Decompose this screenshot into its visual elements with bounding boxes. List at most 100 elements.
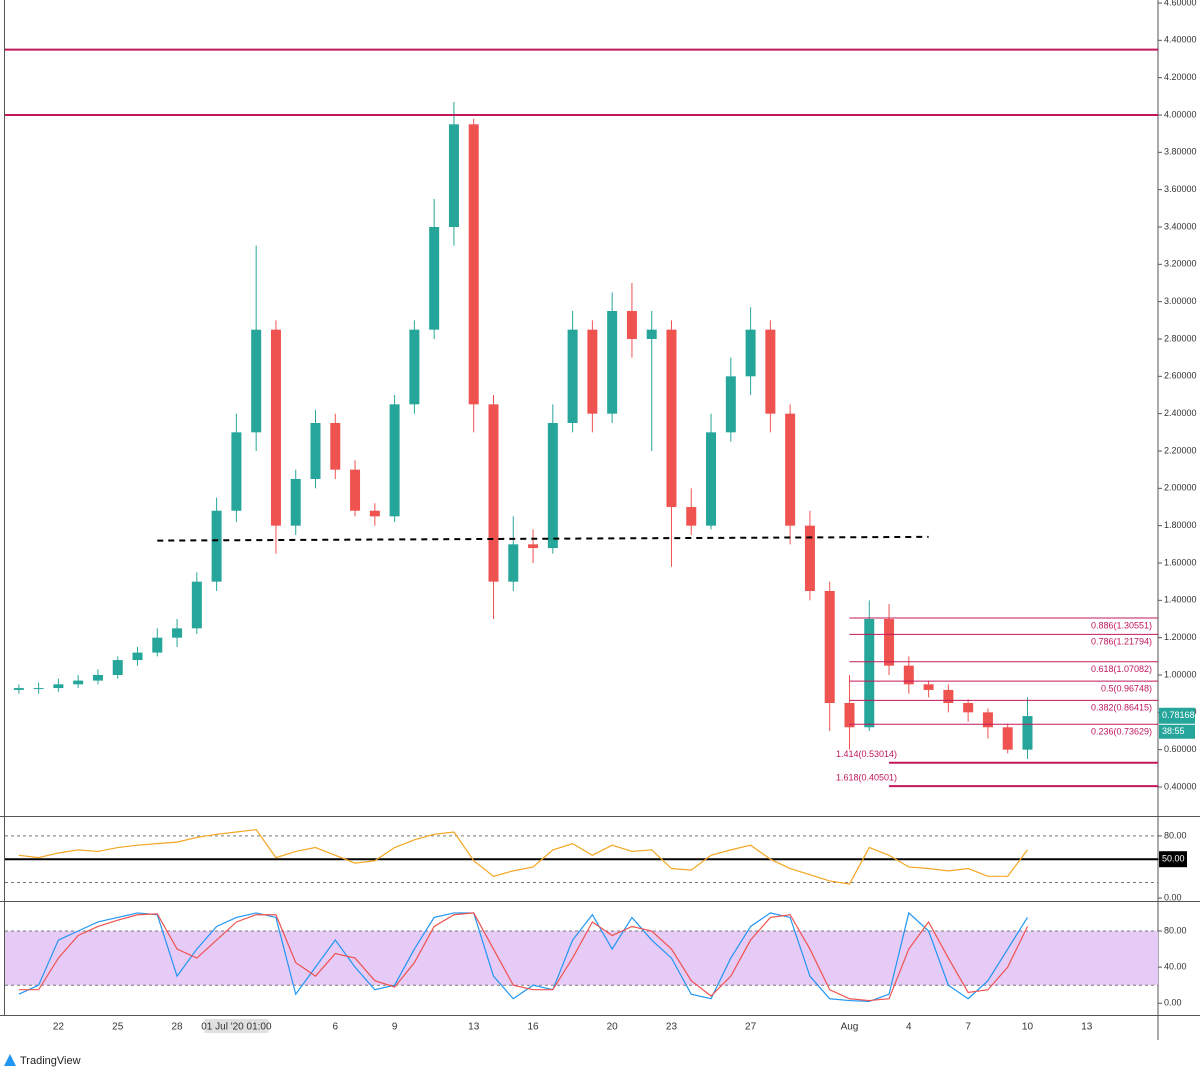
x-tick-label: 22 (53, 1022, 65, 1033)
candle-body (310, 422, 321, 479)
candle-body (92, 674, 103, 681)
candle-body (448, 124, 459, 227)
candle-body (172, 628, 183, 638)
y-tick-label: 4.40000 (1164, 35, 1197, 45)
y-tick-label: 1.40000 (1164, 595, 1197, 605)
y-tick-label: 40.00 (1164, 962, 1187, 972)
candle-body (33, 688, 44, 690)
x-tick-label: 9 (392, 1022, 398, 1033)
y-tick-label: 50.00 (1162, 854, 1185, 864)
candle-body (567, 329, 578, 423)
candle-body (785, 413, 796, 526)
y-tick-label: 1.20000 (1164, 632, 1197, 642)
x-tick-label: 6 (332, 1022, 338, 1033)
candle-body (765, 329, 776, 414)
candle-body (1002, 727, 1013, 750)
candle-body (725, 376, 736, 433)
y-tick-label: 0.60000 (1164, 744, 1197, 754)
y-tick-label: 0.40000 (1164, 781, 1197, 791)
indicator-line (18, 829, 1028, 885)
mid-line-label-box (1159, 851, 1187, 868)
candle-body (587, 329, 598, 414)
candle-body (369, 510, 380, 517)
candle-body (508, 544, 519, 582)
y-tick-label: 4.20000 (1164, 72, 1197, 82)
candle-body (963, 702, 974, 713)
candle-body (429, 226, 440, 330)
candle-body (231, 432, 242, 511)
y-tick-label: 0.00 (1164, 998, 1182, 1008)
candle-body (211, 510, 222, 582)
candle-body (884, 618, 895, 666)
x-tick-label: 4 (906, 1022, 912, 1033)
candle-body (626, 310, 637, 339)
fib-label: 0.5(0.96748) (1101, 683, 1152, 693)
candle-body (528, 544, 539, 549)
y-tick-label: 1.80000 (1164, 520, 1197, 530)
x-tick-label: 25 (112, 1022, 124, 1033)
y-tick-label: 3.80000 (1164, 147, 1197, 157)
y-tick-label: 80.00 (1164, 925, 1187, 935)
x-tick-label: 01 Jul '20 01:00 (201, 1022, 272, 1033)
candle-body (943, 689, 954, 703)
candle-body (132, 652, 143, 661)
candle-body (73, 680, 84, 685)
x-tick-label: 7 (965, 1022, 971, 1033)
candle-body (844, 702, 855, 728)
candle-body (666, 329, 677, 507)
y-tick-label: 2.40000 (1164, 408, 1197, 418)
x-tick-label: 28 (171, 1022, 183, 1033)
candle-body (903, 665, 914, 685)
y-tick-label: 3.60000 (1164, 184, 1197, 194)
y-tick-label: 3.20000 (1164, 259, 1197, 269)
x-tick-label: 10 (1022, 1022, 1034, 1033)
fib-extension-label: 1.618(0.40501) (836, 772, 897, 782)
candle-body (270, 329, 281, 526)
candle-body (745, 329, 756, 377)
candle-body (686, 506, 697, 526)
brand-logo: TradingView (4, 1054, 81, 1067)
indicator-line (18, 911, 1028, 1003)
y-tick-label: 3.40000 (1164, 221, 1197, 231)
x-tick-label: Aug (841, 1022, 859, 1033)
candle-body (982, 712, 993, 728)
crosshair-label-box (204, 1019, 269, 1033)
candle-body (152, 637, 163, 653)
candle-body (646, 329, 657, 339)
candle-body (468, 124, 479, 405)
countdown-label: 38:55 (1162, 726, 1185, 736)
candle-body (251, 329, 262, 433)
y-tick-label: 4.60000 (1164, 0, 1197, 7)
candle-body (290, 478, 301, 526)
band-fill (5, 931, 1158, 986)
candle-body (350, 469, 361, 511)
x-tick-label: 16 (527, 1022, 539, 1033)
fib-label: 0.786(1.21794) (1091, 637, 1152, 647)
x-tick-label: 13 (1081, 1022, 1093, 1033)
candle-body (409, 329, 420, 405)
candle-body (13, 688, 24, 690)
x-tick-label: 23 (666, 1022, 678, 1033)
candle-body (53, 684, 64, 689)
y-tick-label: 0.00 (1164, 892, 1182, 902)
candle-body (112, 660, 123, 675)
candle-body (864, 618, 875, 728)
y-tick-label: 1.00000 (1164, 669, 1197, 679)
countdown-box (1159, 724, 1195, 739)
candle-body (824, 590, 835, 703)
candle-body (923, 684, 934, 690)
candle-body (547, 422, 558, 549)
y-tick-label: 2.60000 (1164, 371, 1197, 381)
fib-label: 0.618(1.07082) (1091, 664, 1152, 674)
candle-body (804, 525, 815, 591)
candle-body (389, 404, 400, 517)
brand-name: TradingView (20, 1055, 81, 1067)
indicator-line (18, 912, 1029, 1002)
y-tick-label: 2.20000 (1164, 445, 1197, 455)
fib-extension-label: 1.414(0.53014) (836, 749, 897, 759)
candle-body (191, 581, 202, 629)
fib-label: 0.382(0.86415) (1091, 703, 1152, 713)
y-tick-label: 2.00000 (1164, 483, 1197, 493)
